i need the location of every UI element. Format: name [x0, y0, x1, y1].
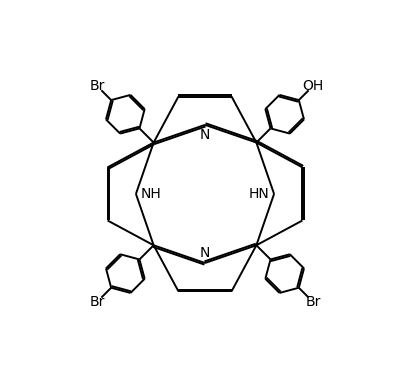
Text: Br: Br [305, 295, 321, 309]
Text: NH: NH [140, 187, 161, 201]
Text: N: N [200, 128, 210, 142]
Text: N: N [200, 246, 210, 260]
Text: HN: HN [249, 187, 270, 201]
Text: Br: Br [89, 79, 105, 93]
Text: OH: OH [302, 79, 324, 93]
Text: Br: Br [89, 295, 105, 309]
